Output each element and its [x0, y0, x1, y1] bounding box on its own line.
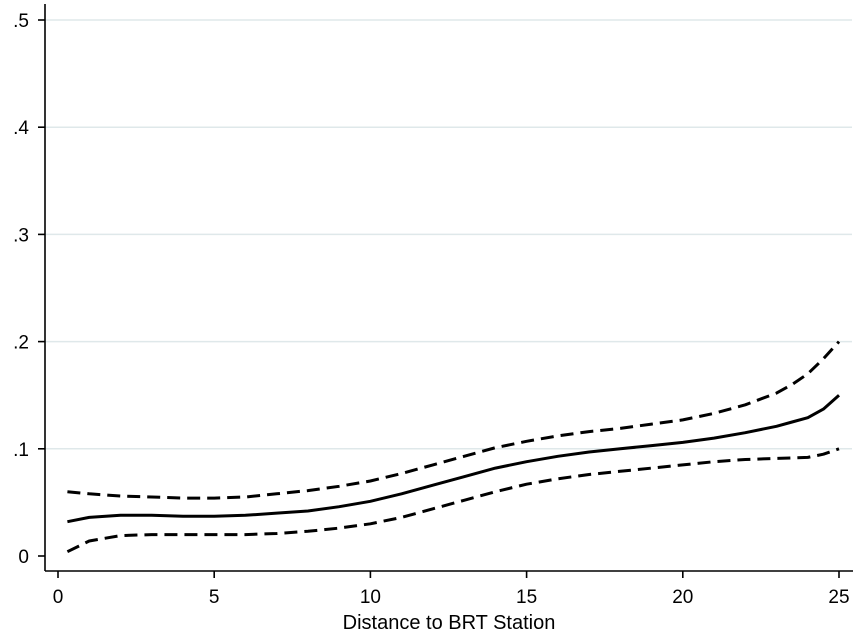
y-tick-label-1: .1 [13, 440, 29, 461]
x-tick-label-1: 5 [209, 587, 220, 608]
x-tick-label-2: 10 [360, 587, 381, 608]
series-lines [66, 340, 841, 554]
x-tick-label-5: 25 [828, 587, 849, 608]
confidence-bound-line-1 [67, 340, 841, 500]
y-tick-label-5: .5 [13, 11, 29, 32]
x-tick-label-3: 15 [516, 587, 537, 608]
estimate-line [67, 394, 840, 524]
y-tick-label-0: 0 [18, 547, 29, 568]
y-ticks: 0 .1 .2 .3 .4 .5 [13, 11, 45, 568]
gridlines [45, 19, 852, 450]
x-tick-label-0: 0 [53, 587, 64, 608]
y-tick-label-3: .3 [13, 225, 29, 246]
confidence-bound-line-2 [66, 447, 840, 554]
axes [44, 4, 853, 572]
x-tick-label-4: 20 [672, 587, 693, 608]
y-tick-label-2: .2 [13, 333, 29, 354]
y-tick-label-4: .4 [13, 118, 29, 139]
x-axis-label: Distance to BRT Station [343, 612, 556, 634]
x-ticks: 0 5 10 15 20 25 [53, 571, 850, 608]
